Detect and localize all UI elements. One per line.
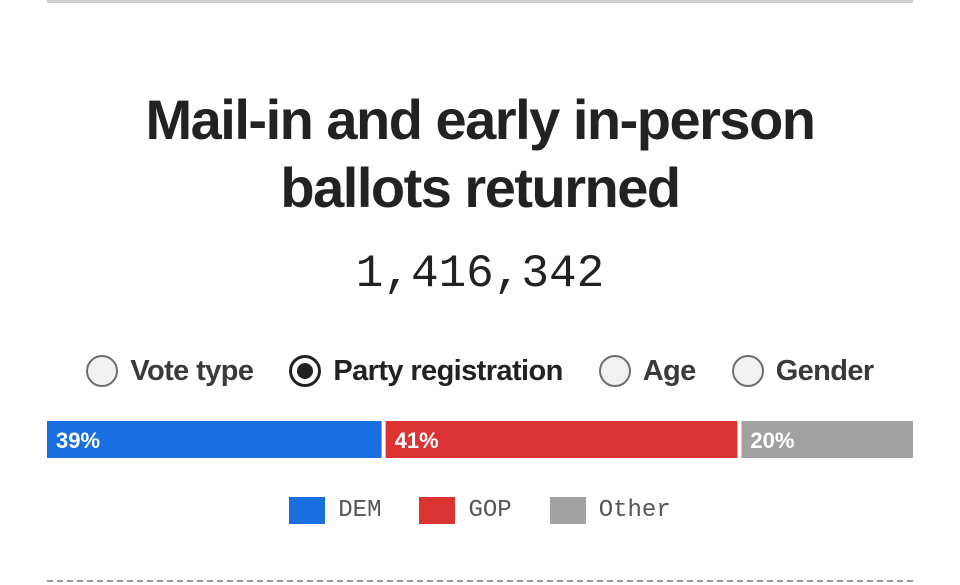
bottom-divider	[47, 580, 913, 582]
ballots-total: 1,416,342	[355, 248, 605, 300]
legend-swatch-gop	[419, 496, 456, 524]
legend-item-dem: DEM	[289, 496, 382, 524]
option-label: Gender	[775, 354, 875, 387]
chart-title-line-2: ballots returned	[280, 156, 681, 219]
option-age[interactable]: Age	[598, 354, 697, 388]
legend-swatch-other	[549, 496, 586, 524]
option-vote-type[interactable]: Vote type	[86, 354, 254, 388]
bar-segment-dem	[47, 421, 382, 458]
bar-segment-gop	[385, 421, 738, 458]
age-radio-icon[interactable]	[598, 355, 631, 387]
legend-label-other: Other	[598, 496, 671, 524]
legend: DEM GOP Other	[0, 495, 960, 525]
top-divider	[47, 0, 913, 3]
bar-label-other: 20%	[750, 428, 794, 453]
bar-segment-other	[741, 421, 913, 458]
option-label: Age	[642, 354, 697, 387]
bar-label-gop: 41%	[395, 428, 439, 453]
option-label: Vote type	[130, 354, 254, 387]
stacked-bar-chart: 39% 41% 20%	[47, 421, 913, 458]
legend-label-gop: GOP	[468, 496, 512, 524]
legend-item-other: Other	[549, 496, 671, 524]
legend-swatch-dem	[289, 496, 326, 524]
option-gender[interactable]: Gender	[731, 354, 875, 388]
option-party-registration[interactable]: Party registration	[289, 354, 563, 388]
legend-item-gop: GOP	[419, 496, 512, 524]
option-label: Party registration	[333, 354, 563, 387]
chart-title: Mail-in and early in-person ballots retu…	[0, 86, 960, 222]
legend-label-dem: DEM	[338, 496, 382, 524]
stacked-bar-svg: 39% 41% 20%	[47, 421, 913, 458]
breakdown-options: Vote type Party registration Age Gender	[0, 349, 960, 393]
gender-radio-icon[interactable]	[731, 355, 764, 387]
party-registration-radio-icon[interactable]	[289, 355, 322, 387]
vote-type-radio-icon[interactable]	[86, 355, 119, 387]
chart-title-line-1: Mail-in and early in-person	[145, 88, 816, 151]
bar-label-dem: 39%	[56, 428, 100, 453]
